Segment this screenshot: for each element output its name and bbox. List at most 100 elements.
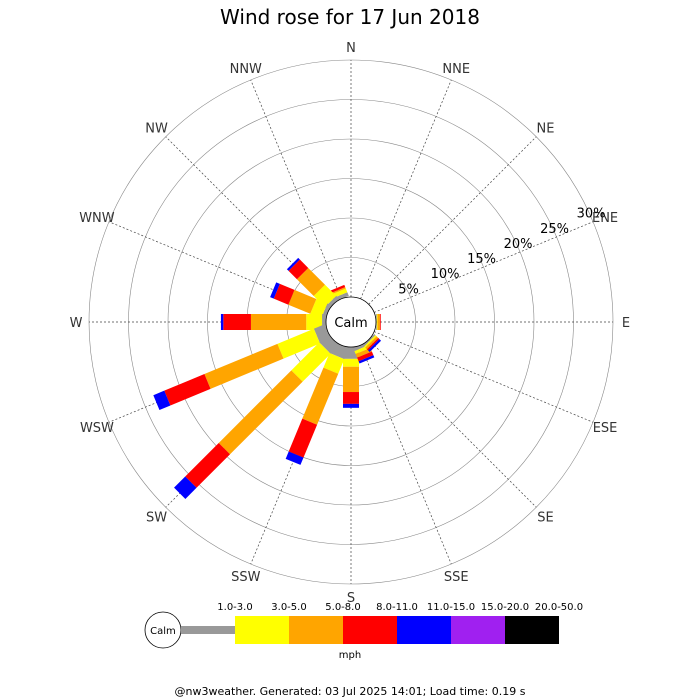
grid-spoke xyxy=(250,79,342,300)
direction-label-ssw: SSW xyxy=(231,570,261,585)
calm-circle xyxy=(325,296,377,348)
grid-spoke xyxy=(368,136,537,305)
legend-swatch-3 xyxy=(343,616,397,644)
polar-grid xyxy=(88,59,614,585)
legend-bin-label: 20.0-50.0 xyxy=(535,602,583,613)
direction-label-se: SE xyxy=(537,510,553,525)
legend-swatch-6 xyxy=(505,616,559,644)
bar-segment-ssw-1 xyxy=(323,352,345,374)
bar-segment-s-3 xyxy=(343,392,359,404)
percent-label: 30% xyxy=(577,207,606,222)
bar-segment-s-1 xyxy=(343,358,359,367)
bar-segment-sw-1 xyxy=(291,342,331,382)
bar-segment-w-2 xyxy=(250,314,307,330)
bar-segment-s-4 xyxy=(343,403,359,408)
bar-segment-wsw-1 xyxy=(277,328,321,359)
grid-spoke xyxy=(108,221,329,313)
bar-segment-sse-2 xyxy=(355,347,372,358)
bar-segment-wnw-1 xyxy=(310,298,328,319)
calm-label: Calm xyxy=(334,316,367,331)
calm-center: Calm xyxy=(325,296,377,348)
bar-segment-wnw-3 xyxy=(273,283,295,305)
bar-segment-sse-4 xyxy=(358,355,375,364)
bar-segment-wnw-2 xyxy=(288,289,317,314)
direction-label-w: W xyxy=(70,316,83,331)
bar-segment-sw-2 xyxy=(218,370,303,455)
bar-segment-wsw-2 xyxy=(204,343,284,389)
bar-segment-ssw-4 xyxy=(285,451,304,465)
bar-segment-wsw-4 xyxy=(153,390,171,411)
direction-label-sw: SW xyxy=(146,510,167,525)
bar-segment-sw-4 xyxy=(174,476,197,499)
legend-swatch-4 xyxy=(397,616,451,644)
percent-label: 10% xyxy=(431,267,460,282)
bar-segment-w-4 xyxy=(220,314,224,330)
direction-label-wsw: WSW xyxy=(80,421,114,436)
legend-swatch-1 xyxy=(235,616,289,644)
direction-label-nne: NNE xyxy=(442,62,470,77)
grid-spoke xyxy=(108,331,329,423)
bar-segment-se-2 xyxy=(365,336,379,350)
bar-segment-nw-3 xyxy=(288,259,309,280)
legend-swatch-0 xyxy=(181,626,235,634)
legend: Calm mph 1.0-3.0 3.0-5.0 5.0-8.0 8.0-11.0 11… xyxy=(144,602,583,661)
legend-unit: mph xyxy=(339,650,361,661)
bar-segment-sse-3 xyxy=(357,351,374,362)
wind-bars xyxy=(153,257,382,499)
percent-label: 20% xyxy=(504,237,533,252)
grid-spoke xyxy=(373,331,594,423)
percent-label: 5% xyxy=(398,282,419,297)
bar-segment-se-3 xyxy=(366,337,380,351)
percent-labels: 5% 10% 15% 20% 25% 30% xyxy=(398,207,605,298)
direction-label-wnw: WNW xyxy=(79,211,115,226)
legend-bin-label: 1.0-3.0 xyxy=(217,602,252,613)
bar-segment-se-4 xyxy=(368,339,382,353)
grid-spoke xyxy=(250,344,342,565)
legend-swatch-2 xyxy=(289,616,343,644)
bar-segment-sw-3 xyxy=(185,442,231,488)
legend-bin-label: 5.0-8.0 xyxy=(325,602,360,613)
percent-label: 25% xyxy=(540,222,569,237)
bar-segment-e-2 xyxy=(377,314,380,330)
bar-segment-nnw-3 xyxy=(329,284,346,294)
percent-label: 15% xyxy=(467,252,496,267)
bar-segment-ssw-3 xyxy=(288,418,318,458)
bar-segment-nnw-2 xyxy=(330,287,346,295)
direction-label-sse: SSE xyxy=(444,570,469,585)
legend-bin-label: 15.0-20.0 xyxy=(481,602,529,613)
bar-segment-ssw-2 xyxy=(302,367,339,425)
bar-segment-e-1 xyxy=(376,314,378,330)
bar-segment-nw-2 xyxy=(296,267,326,297)
legend-bin-label: 11.0-15.0 xyxy=(427,602,475,613)
direction-label-nw: NW xyxy=(145,122,168,137)
direction-label-nnw: NNW xyxy=(230,62,262,77)
bar-segment-wnw-4 xyxy=(270,282,280,299)
bar-segment-w-3 xyxy=(223,314,251,330)
direction-label-e: E xyxy=(622,316,630,331)
bar-segment-w-1 xyxy=(306,314,323,330)
bar-segment-se-1 xyxy=(364,335,377,348)
bar-segment-e-3 xyxy=(379,314,381,330)
bar-segment-nw-4 xyxy=(286,257,300,271)
grid-spoke xyxy=(360,79,452,300)
grid-circle xyxy=(207,178,495,466)
chart-title: Wind rose for 17 Jun 2018 xyxy=(220,5,480,29)
legend-calm-label: Calm xyxy=(150,626,176,637)
footer-text: @nw3weather. Generated: 03 Jul 2025 14:0… xyxy=(175,685,526,698)
grid-spoke xyxy=(373,221,594,313)
bar-segment-se-0 xyxy=(363,334,376,347)
bar-segment-s-2 xyxy=(343,366,359,393)
direction-label-s: S xyxy=(347,591,355,606)
grid-spoke xyxy=(360,344,452,565)
legend-bin-label: 3.0-5.0 xyxy=(271,602,306,613)
direction-label-ese: ESE xyxy=(593,421,618,436)
direction-label-n: N xyxy=(346,41,356,56)
direction-label-ene: ENE xyxy=(592,211,618,226)
grid-spoke xyxy=(165,136,334,305)
direction-label-ne: NE xyxy=(536,122,554,137)
grid-spoke xyxy=(368,339,537,508)
legend-bin-label: 8.0-11.0 xyxy=(376,602,418,613)
bar-segment-wsw-3 xyxy=(164,374,211,406)
legend-swatch-5 xyxy=(451,616,505,644)
